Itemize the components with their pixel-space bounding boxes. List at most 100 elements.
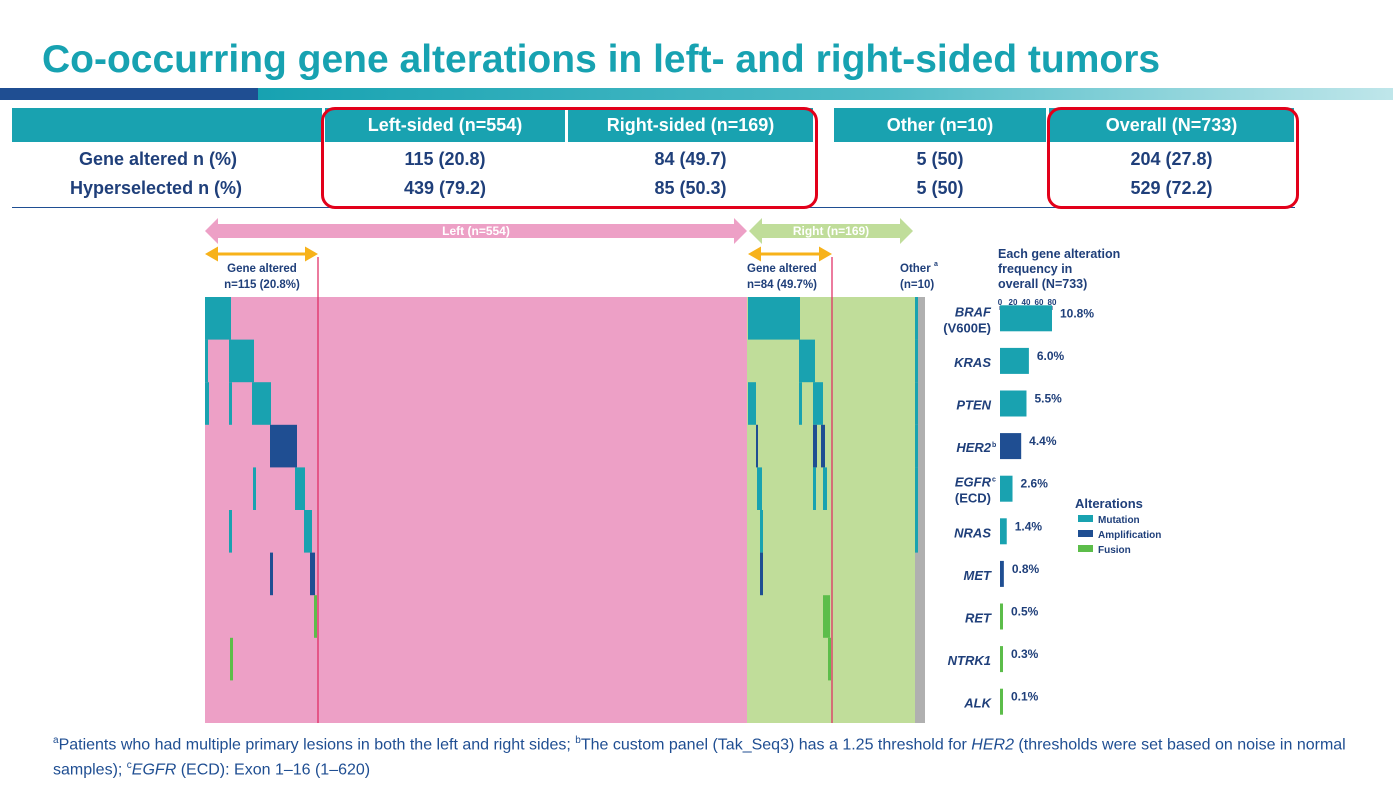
- footnote-c-gene: EGFR: [131, 761, 177, 779]
- row-label-hyperselected: Hyperselected n (%): [70, 178, 243, 198]
- alteration-tile: [295, 467, 305, 510]
- alteration-tile: [828, 637, 831, 681]
- freq-bar: [1000, 560, 1004, 587]
- alteration-tile: [915, 510, 918, 553]
- freq-bar-label: 0.3%: [1011, 647, 1039, 661]
- alteration-tile: [230, 637, 233, 681]
- title-underline-gradient: [258, 88, 1393, 100]
- table-header-right-bg: [568, 108, 813, 142]
- gene-label: PTEN: [956, 398, 991, 413]
- footnote-b-mark: b: [575, 735, 581, 746]
- freq-bar-label: 6.0%: [1037, 349, 1065, 363]
- alteration-tile: [915, 382, 918, 425]
- freq-bar-label: 0.8%: [1012, 562, 1040, 576]
- left-arrow-label: Left (n=554): [442, 224, 510, 238]
- alteration-tile: [229, 339, 254, 383]
- gene-label: EGFR: [955, 475, 992, 490]
- left-altered-arrow: [205, 246, 318, 262]
- legend-title: Alterations: [1075, 496, 1143, 511]
- footnote-a-text: Patients who had multiple primary lesion…: [58, 736, 576, 754]
- freq-title-line: frequency in: [998, 262, 1072, 276]
- cell-overall-gene-altered: 204 (27.8): [1130, 149, 1213, 169]
- title-underline-dark: [0, 88, 258, 100]
- alteration-tile: [799, 382, 802, 425]
- table-header-other: Other (n=10): [886, 115, 994, 135]
- gene-label: HER2: [956, 440, 991, 455]
- footnote-c-mark: c: [126, 760, 132, 772]
- table-header-left: Left-sided (n=554): [367, 115, 523, 135]
- table-header-right: Right-sided (n=169): [606, 115, 775, 135]
- alteration-tile: [821, 424, 825, 468]
- footnote-b-gene: HER2: [971, 736, 1014, 754]
- highlight-box-overall: [1047, 107, 1299, 209]
- left-arrow: [205, 218, 747, 244]
- other-label-2: (n=10): [900, 279, 934, 291]
- freq-bar: [1000, 305, 1052, 332]
- gene-label: ALK: [963, 696, 992, 711]
- alteration-tile: [205, 297, 231, 340]
- freq-bar: [1000, 347, 1029, 374]
- other-label-1: Other: [900, 263, 931, 275]
- freq-bar: [1000, 475, 1013, 502]
- freq-axis-tick-label: 60: [1035, 298, 1044, 307]
- left-altered-label-1: Gene altered: [227, 263, 297, 275]
- gene-label: KRAS: [954, 355, 991, 370]
- freq-bar-label: 1.4%: [1015, 519, 1043, 533]
- alteration-tile: [310, 552, 315, 596]
- alteration-tile: [270, 424, 297, 468]
- cell-right-gene-altered: 84 (49.7): [654, 149, 727, 169]
- alteration-tile: [823, 595, 830, 638]
- alteration-tile: [915, 297, 918, 340]
- gene-label-sub: (V600E): [943, 320, 991, 335]
- table-header-blank: [12, 108, 322, 142]
- legend-item-label: Mutation: [1098, 515, 1140, 526]
- right-altered-label-1: Gene altered: [747, 263, 817, 275]
- freq-bar: [1000, 688, 1003, 715]
- right-arrow: [749, 218, 913, 244]
- alteration-tile: [813, 424, 817, 468]
- oncoplot-chart: Left (n=554) Right (n=169) Gene altered n=1…: [205, 218, 1161, 723]
- cell-left-gene-altered: 115 (20.8): [404, 149, 486, 169]
- cell-other-gene-altered: 5 (50): [916, 149, 964, 169]
- legend-swatch: [1078, 545, 1093, 552]
- table-header-left-bg: [325, 108, 565, 142]
- legend-swatch: [1078, 515, 1093, 522]
- alteration-tile: [253, 467, 256, 510]
- gene-label: MET: [964, 568, 993, 583]
- alteration-tile: [304, 510, 312, 553]
- other-panel-bg: [915, 297, 925, 723]
- freq-axis-tick-label: 20: [1009, 298, 1018, 307]
- freq-bar-label: 10.8%: [1060, 306, 1094, 320]
- footnote-b-text2: (thresholds were set based on noise in n…: [53, 736, 1346, 779]
- alteration-tile: [748, 382, 756, 425]
- alteration-tile: [813, 467, 816, 510]
- alteration-tile: [915, 467, 918, 510]
- freq-bar-label: 5.5%: [1034, 392, 1062, 406]
- right-altered-label-2: n=84 (49.7%): [747, 279, 817, 291]
- alteration-tile: [314, 595, 317, 638]
- freq-axis-tick-label: 80: [1048, 298, 1057, 307]
- alteration-tile: [205, 339, 208, 383]
- cell-left-hyperselected: 439 (79.2): [403, 178, 487, 198]
- freq-title-line: overall (N=733): [998, 277, 1087, 291]
- alteration-tile: [757, 467, 762, 510]
- freq-axis-tick-label: 40: [1022, 298, 1031, 307]
- alteration-tile: [760, 510, 763, 553]
- table-header-other-bg: [834, 108, 1046, 142]
- right-altered-arrow: [748, 246, 832, 262]
- freq-bar-label: 0.5%: [1011, 605, 1039, 619]
- gene-label-sup: c: [992, 477, 996, 484]
- alteration-tile: [270, 552, 273, 596]
- alteration-tile: [915, 424, 918, 468]
- row-label-gene-altered: Gene altered n (%): [79, 149, 238, 169]
- footnote-b-text: The custom panel (Tak_Seq3) has a 1.25 t…: [580, 736, 972, 754]
- gene-label: BRAF: [955, 304, 992, 319]
- alteration-tile: [252, 382, 271, 425]
- gene-label: RET: [965, 611, 992, 626]
- freq-bar-label: 4.4%: [1029, 434, 1057, 448]
- alteration-tile: [760, 552, 763, 596]
- cell-overall-hyperselected: 529 (72.2): [1130, 178, 1213, 198]
- freq-bar: [1000, 603, 1003, 630]
- freq-bar: [1000, 433, 1022, 460]
- alteration-tile: [229, 510, 232, 553]
